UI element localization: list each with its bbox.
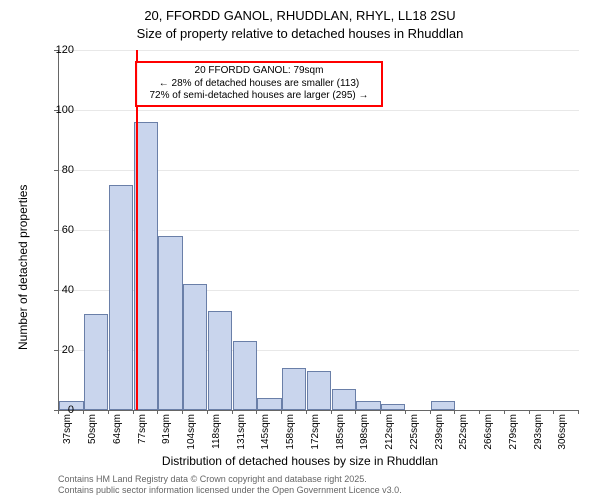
- x-tick-mark: [529, 410, 530, 414]
- y-tick-label: 20: [46, 344, 74, 356]
- plot-area: 20 FFORDD GANOL: 79sqm← 28% of detached …: [58, 50, 579, 411]
- x-tick-label: 64sqm: [112, 414, 123, 454]
- y-tick-label: 40: [46, 284, 74, 296]
- footer-attribution: Contains HM Land Registry data © Crown c…: [58, 474, 402, 496]
- footer-line-2: Contains public sector information licen…: [58, 485, 402, 496]
- x-tick-mark: [380, 410, 381, 414]
- bar: [208, 311, 232, 410]
- x-tick-mark: [182, 410, 183, 414]
- x-tick-label: 77sqm: [137, 414, 148, 454]
- x-tick-mark: [553, 410, 554, 414]
- bar: [381, 404, 405, 410]
- x-tick-label: 225sqm: [409, 414, 420, 454]
- x-tick-mark: [133, 410, 134, 414]
- bar: [431, 401, 455, 410]
- x-tick-mark: [58, 410, 59, 414]
- annotation-line: 20 FFORDD GANOL: 79sqm: [141, 65, 377, 78]
- x-tick-label: 145sqm: [260, 414, 271, 454]
- x-tick-mark: [578, 410, 579, 414]
- y-axis-label: Number of detached properties: [16, 185, 30, 350]
- x-tick-label: 131sqm: [236, 414, 247, 454]
- bar: [282, 368, 306, 410]
- bar: [84, 314, 108, 410]
- annotation-line: 72% of semi-detached houses are larger (…: [141, 90, 377, 103]
- annotation-box: 20 FFORDD GANOL: 79sqm← 28% of detached …: [135, 61, 383, 107]
- bar: [257, 398, 281, 410]
- x-tick-mark: [108, 410, 109, 414]
- x-tick-mark: [157, 410, 158, 414]
- x-tick-mark: [306, 410, 307, 414]
- y-tick-label: 80: [46, 164, 74, 176]
- footer-line-1: Contains HM Land Registry data © Crown c…: [58, 474, 402, 485]
- x-tick-mark: [232, 410, 233, 414]
- x-tick-label: 158sqm: [285, 414, 296, 454]
- y-tick-label: 100: [46, 104, 74, 116]
- x-tick-label: 279sqm: [508, 414, 519, 454]
- x-axis-label: Distribution of detached houses by size …: [0, 454, 600, 468]
- bar: [158, 236, 182, 410]
- x-tick-mark: [256, 410, 257, 414]
- x-tick-mark: [479, 410, 480, 414]
- x-tick-mark: [281, 410, 282, 414]
- x-tick-label: 198sqm: [359, 414, 370, 454]
- x-tick-label: 104sqm: [186, 414, 197, 454]
- x-tick-label: 239sqm: [434, 414, 445, 454]
- x-tick-label: 306sqm: [557, 414, 568, 454]
- title-line-2: Size of property relative to detached ho…: [0, 26, 600, 41]
- bar: [332, 389, 356, 410]
- x-tick-label: 293sqm: [533, 414, 544, 454]
- x-tick-label: 172sqm: [310, 414, 321, 454]
- bar: [356, 401, 380, 410]
- x-tick-mark: [430, 410, 431, 414]
- x-tick-label: 37sqm: [62, 414, 73, 454]
- x-tick-mark: [207, 410, 208, 414]
- y-tick-label: 60: [46, 224, 74, 236]
- x-tick-label: 50sqm: [87, 414, 98, 454]
- x-tick-mark: [331, 410, 332, 414]
- x-tick-mark: [355, 410, 356, 414]
- bar: [109, 185, 133, 410]
- x-tick-mark: [454, 410, 455, 414]
- x-tick-mark: [83, 410, 84, 414]
- bar: [307, 371, 331, 410]
- y-tick-label: 120: [46, 44, 74, 56]
- bar: [183, 284, 207, 410]
- bar: [233, 341, 257, 410]
- chart-container: 20, FFORDD GANOL, RHUDDLAN, RHYL, LL18 2…: [0, 0, 600, 500]
- x-tick-label: 118sqm: [211, 414, 222, 454]
- x-tick-label: 212sqm: [384, 414, 395, 454]
- title-line-1: 20, FFORDD GANOL, RHUDDLAN, RHYL, LL18 2…: [0, 8, 600, 23]
- annotation-line: ← 28% of detached houses are smaller (11…: [141, 78, 377, 91]
- x-tick-label: 91sqm: [161, 414, 172, 454]
- x-tick-mark: [405, 410, 406, 414]
- x-tick-mark: [504, 410, 505, 414]
- x-tick-label: 252sqm: [458, 414, 469, 454]
- x-tick-label: 266sqm: [483, 414, 494, 454]
- x-tick-label: 185sqm: [335, 414, 346, 454]
